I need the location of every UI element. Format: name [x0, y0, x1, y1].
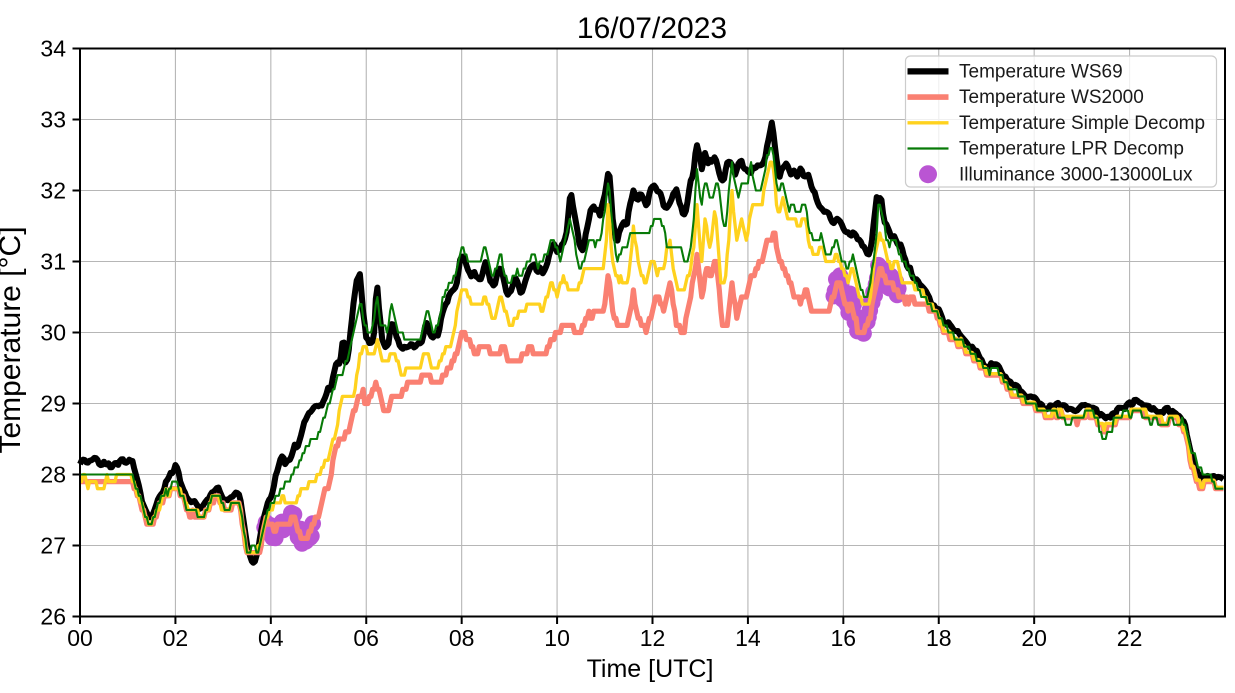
svg-text:14: 14 — [735, 625, 761, 651]
svg-text:04: 04 — [258, 625, 284, 651]
svg-text:22: 22 — [1117, 625, 1143, 651]
svg-text:27: 27 — [40, 533, 66, 559]
svg-text:20: 20 — [1021, 625, 1047, 651]
svg-text:16/07/2023: 16/07/2023 — [577, 12, 727, 45]
svg-text:16: 16 — [831, 625, 857, 651]
svg-text:28: 28 — [40, 462, 66, 488]
svg-text:31: 31 — [40, 249, 66, 275]
svg-text:29: 29 — [40, 391, 66, 417]
svg-text:00: 00 — [67, 625, 93, 651]
svg-text:06: 06 — [353, 625, 379, 651]
svg-text:08: 08 — [449, 625, 475, 651]
svg-text:Temperature Simple Decomp: Temperature Simple Decomp — [959, 113, 1205, 134]
svg-text:Illuminance 3000-13000Lux: Illuminance 3000-13000Lux — [959, 164, 1193, 185]
svg-text:Temperature [°C]: Temperature [°C] — [0, 226, 27, 453]
svg-text:12: 12 — [640, 625, 666, 651]
svg-text:Temperature WS69: Temperature WS69 — [959, 62, 1123, 83]
svg-text:33: 33 — [40, 107, 66, 133]
svg-text:10: 10 — [544, 625, 570, 651]
svg-text:26: 26 — [40, 604, 66, 630]
svg-text:18: 18 — [926, 625, 952, 651]
svg-text:30: 30 — [40, 320, 66, 346]
svg-text:Time [UTC]: Time [UTC] — [587, 655, 714, 683]
svg-text:32: 32 — [40, 178, 66, 204]
svg-text:Temperature WS2000: Temperature WS2000 — [959, 87, 1144, 108]
svg-text:34: 34 — [40, 36, 66, 62]
svg-text:Temperature LPR Decomp: Temperature LPR Decomp — [959, 139, 1184, 160]
svg-text:02: 02 — [163, 625, 189, 651]
